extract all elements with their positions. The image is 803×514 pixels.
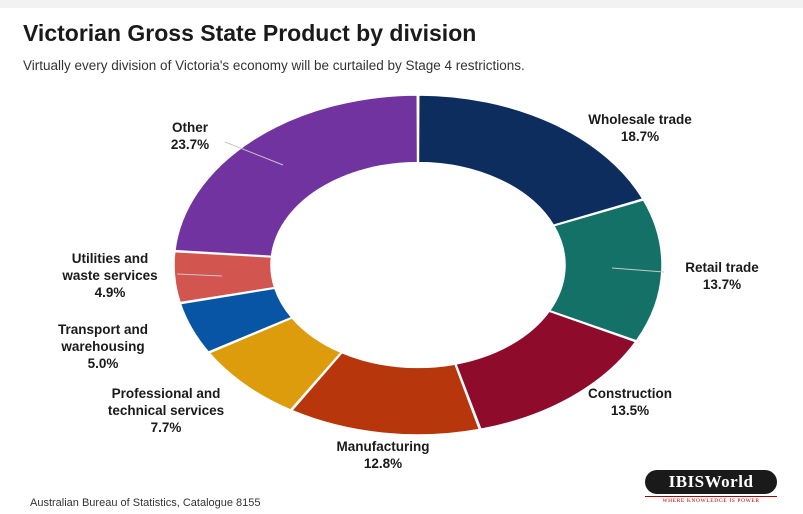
leader-lines (176, 141, 665, 277)
slice-retail-trade (548, 199, 663, 342)
donut-slices (173, 94, 663, 436)
logo-tagline: WHERE KNOWLEDGE IS POWER (645, 496, 777, 504)
label-transport-and-warehousing-line-1: Transport and (58, 322, 148, 337)
value-label-manufacturing: 12.8% (364, 456, 402, 471)
label-professional-and-technical-services-line-1: Professional and (112, 386, 221, 401)
slice-transport-and-warehousing (179, 287, 293, 353)
slice-manufacturing (290, 351, 481, 436)
leader-line-retail-trade (611, 267, 665, 273)
label-professional-and-technical-services-line-2: technical services (108, 403, 224, 418)
label-other-line-1: Other (172, 120, 209, 135)
leader-line-other (224, 141, 284, 166)
slice-professional-and-technical-services (207, 317, 343, 411)
value-label-utilities-and-waste-services: 4.9% (95, 285, 126, 300)
chart-subtitle: Virtually every division of Victoria's e… (23, 58, 525, 73)
value-label-other: 23.7% (171, 137, 209, 152)
label-utilities-and-waste-services-line-2: waste services (61, 268, 157, 283)
value-label-wholesale-trade: 18.7% (621, 129, 659, 144)
label-manufacturing-line-1: Manufacturing (337, 439, 430, 454)
label-utilities-and-waste-services-line-1: Utilities and (72, 251, 149, 266)
slice-construction (454, 310, 637, 431)
slice-labels: Wholesale trade 18.7% Retail trade 13.7% Con… (58, 112, 759, 471)
value-label-professional-and-technical-services: 7.7% (151, 420, 182, 435)
ibisworld-logo: IBISWorld WHERE KNOWLEDGE IS POWER (645, 470, 777, 504)
chart-title: Victorian Gross State Product by divisio… (23, 20, 477, 46)
label-retail-trade-line-1: Retail trade (685, 260, 759, 275)
slice-wholesale-trade (417, 94, 644, 227)
slice-utilities-and-waste-services (173, 250, 276, 304)
label-wholesale-trade-line-1: Wholesale trade (588, 112, 692, 127)
value-label-transport-and-warehousing: 5.0% (88, 356, 119, 371)
leader-line-utilities-and-waste-services (176, 273, 223, 277)
logo-wordmark: IBISWorld (645, 470, 777, 494)
source-note: Australian Bureau of Statistics, Catalog… (30, 497, 261, 509)
value-label-retail-trade: 13.7% (703, 277, 741, 292)
top-rule (0, 0, 803, 8)
label-construction-line-1: Construction (588, 386, 672, 401)
value-label-construction: 13.5% (611, 403, 649, 418)
slice-other (174, 94, 419, 258)
label-transport-and-warehousing-line-2: warehousing (60, 339, 144, 354)
